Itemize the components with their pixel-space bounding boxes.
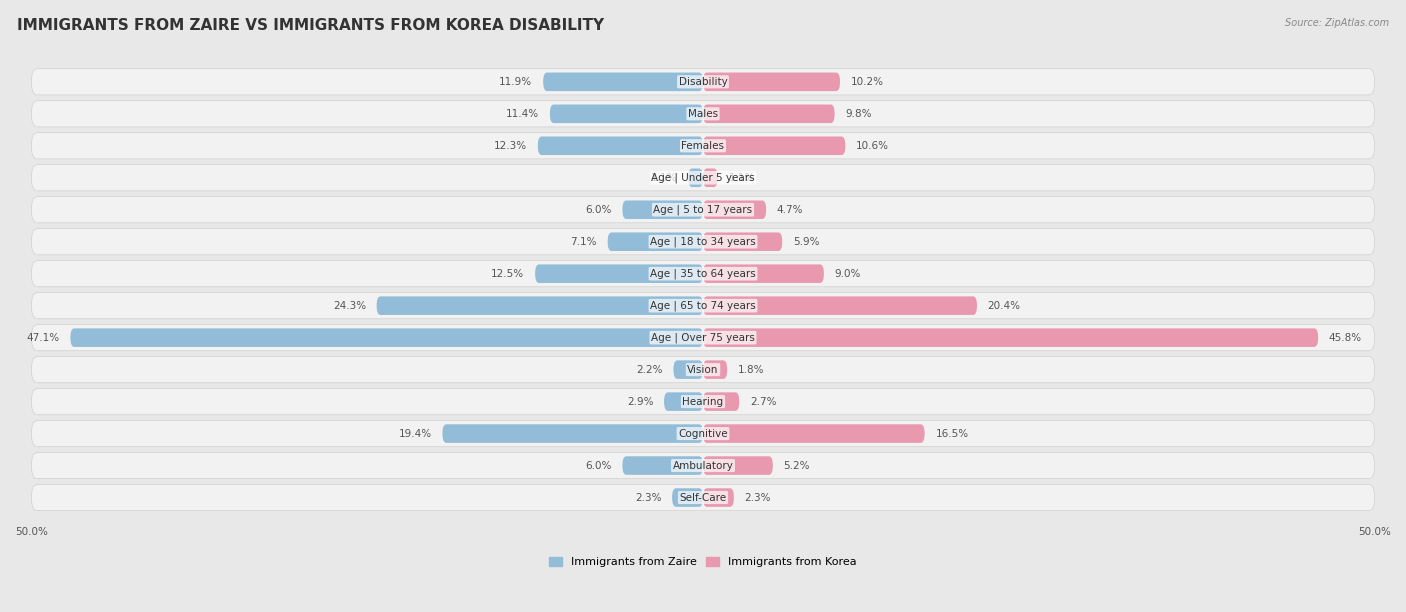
Text: 7.1%: 7.1%	[571, 237, 598, 247]
FancyBboxPatch shape	[31, 324, 1375, 351]
Text: Age | 65 to 74 years: Age | 65 to 74 years	[650, 300, 756, 311]
FancyBboxPatch shape	[703, 73, 839, 91]
Text: Ambulatory: Ambulatory	[672, 461, 734, 471]
FancyBboxPatch shape	[443, 424, 703, 443]
Text: 2.2%: 2.2%	[636, 365, 662, 375]
FancyBboxPatch shape	[703, 360, 727, 379]
FancyBboxPatch shape	[31, 261, 1375, 287]
Text: 10.2%: 10.2%	[851, 77, 884, 87]
FancyBboxPatch shape	[31, 133, 1375, 159]
FancyBboxPatch shape	[31, 389, 1375, 415]
Text: 11.4%: 11.4%	[506, 109, 538, 119]
Text: 6.0%: 6.0%	[585, 461, 612, 471]
Text: Age | 18 to 34 years: Age | 18 to 34 years	[650, 236, 756, 247]
FancyBboxPatch shape	[607, 233, 703, 251]
FancyBboxPatch shape	[70, 329, 703, 347]
Text: 20.4%: 20.4%	[988, 300, 1021, 311]
FancyBboxPatch shape	[703, 168, 718, 187]
FancyBboxPatch shape	[377, 296, 703, 315]
Text: Disability: Disability	[679, 77, 727, 87]
FancyBboxPatch shape	[672, 488, 703, 507]
Text: 1.8%: 1.8%	[738, 365, 765, 375]
FancyBboxPatch shape	[703, 392, 740, 411]
Legend: Immigrants from Zaire, Immigrants from Korea: Immigrants from Zaire, Immigrants from K…	[544, 553, 862, 572]
Text: 1.1%: 1.1%	[651, 173, 678, 183]
FancyBboxPatch shape	[31, 293, 1375, 319]
Text: 24.3%: 24.3%	[333, 300, 366, 311]
Text: 12.3%: 12.3%	[494, 141, 527, 151]
FancyBboxPatch shape	[31, 420, 1375, 447]
Text: 11.9%: 11.9%	[499, 77, 533, 87]
Text: 19.4%: 19.4%	[398, 428, 432, 439]
FancyBboxPatch shape	[31, 485, 1375, 510]
FancyBboxPatch shape	[31, 69, 1375, 95]
FancyBboxPatch shape	[703, 264, 824, 283]
FancyBboxPatch shape	[623, 201, 703, 219]
FancyBboxPatch shape	[673, 360, 703, 379]
Text: 16.5%: 16.5%	[935, 428, 969, 439]
FancyBboxPatch shape	[543, 73, 703, 91]
FancyBboxPatch shape	[623, 457, 703, 475]
Text: Vision: Vision	[688, 365, 718, 375]
Text: Age | 5 to 17 years: Age | 5 to 17 years	[654, 204, 752, 215]
FancyBboxPatch shape	[31, 357, 1375, 382]
Text: 45.8%: 45.8%	[1329, 333, 1362, 343]
FancyBboxPatch shape	[550, 105, 703, 123]
FancyBboxPatch shape	[703, 201, 766, 219]
Text: Cognitive: Cognitive	[678, 428, 728, 439]
Text: Age | Under 5 years: Age | Under 5 years	[651, 173, 755, 183]
Text: IMMIGRANTS FROM ZAIRE VS IMMIGRANTS FROM KOREA DISABILITY: IMMIGRANTS FROM ZAIRE VS IMMIGRANTS FROM…	[17, 18, 605, 34]
FancyBboxPatch shape	[664, 392, 703, 411]
Text: 9.0%: 9.0%	[835, 269, 860, 278]
FancyBboxPatch shape	[31, 196, 1375, 223]
FancyBboxPatch shape	[703, 424, 925, 443]
FancyBboxPatch shape	[31, 101, 1375, 127]
Text: Source: ZipAtlas.com: Source: ZipAtlas.com	[1285, 18, 1389, 28]
FancyBboxPatch shape	[703, 233, 782, 251]
FancyBboxPatch shape	[688, 168, 703, 187]
FancyBboxPatch shape	[31, 452, 1375, 479]
Text: 1.1%: 1.1%	[728, 173, 755, 183]
Text: Males: Males	[688, 109, 718, 119]
Text: 2.3%: 2.3%	[745, 493, 770, 502]
FancyBboxPatch shape	[538, 136, 703, 155]
FancyBboxPatch shape	[703, 488, 734, 507]
Text: 2.3%: 2.3%	[636, 493, 661, 502]
FancyBboxPatch shape	[703, 105, 835, 123]
Text: Females: Females	[682, 141, 724, 151]
FancyBboxPatch shape	[31, 229, 1375, 255]
Text: 4.7%: 4.7%	[778, 205, 803, 215]
FancyBboxPatch shape	[536, 264, 703, 283]
Text: 6.0%: 6.0%	[585, 205, 612, 215]
FancyBboxPatch shape	[703, 457, 773, 475]
Text: Age | Over 75 years: Age | Over 75 years	[651, 332, 755, 343]
Text: 9.8%: 9.8%	[845, 109, 872, 119]
Text: 2.9%: 2.9%	[627, 397, 654, 406]
FancyBboxPatch shape	[31, 165, 1375, 191]
FancyBboxPatch shape	[703, 329, 1319, 347]
Text: 10.6%: 10.6%	[856, 141, 889, 151]
Text: Hearing: Hearing	[682, 397, 724, 406]
FancyBboxPatch shape	[703, 136, 845, 155]
Text: Self-Care: Self-Care	[679, 493, 727, 502]
Text: Age | 35 to 64 years: Age | 35 to 64 years	[650, 269, 756, 279]
Text: 5.9%: 5.9%	[793, 237, 820, 247]
FancyBboxPatch shape	[703, 296, 977, 315]
Text: 2.7%: 2.7%	[749, 397, 776, 406]
Text: 5.2%: 5.2%	[783, 461, 810, 471]
Text: 12.5%: 12.5%	[491, 269, 524, 278]
Text: 47.1%: 47.1%	[27, 333, 59, 343]
